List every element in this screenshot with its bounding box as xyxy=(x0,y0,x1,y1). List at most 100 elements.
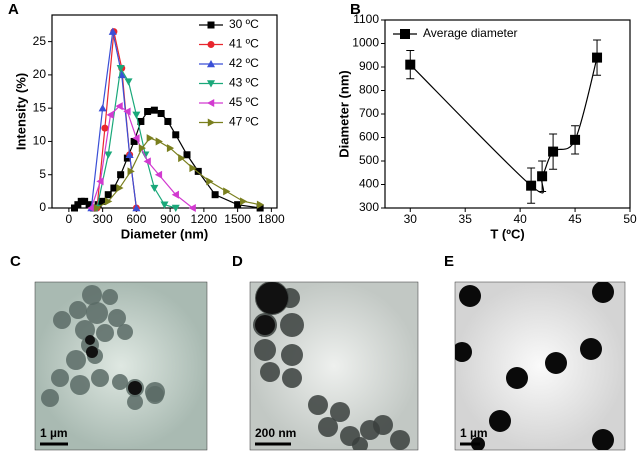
particle xyxy=(318,417,338,437)
panel-label: B xyxy=(350,1,361,18)
marker xyxy=(211,191,219,199)
particle xyxy=(102,289,118,305)
marker xyxy=(166,144,175,153)
y-tick-label: 0 xyxy=(39,200,46,214)
y-tick-label: 500 xyxy=(359,153,379,167)
marker xyxy=(171,190,179,199)
particle xyxy=(489,410,511,432)
marker xyxy=(108,27,117,35)
particle-core xyxy=(256,282,288,314)
y-tick-label: 15 xyxy=(33,100,47,114)
particle xyxy=(69,301,87,319)
legend-label: Average diameter xyxy=(423,26,518,40)
marker xyxy=(164,117,172,125)
micrograph xyxy=(34,281,208,451)
marker xyxy=(96,177,104,186)
particle xyxy=(51,369,69,387)
marker xyxy=(124,78,133,86)
x-tick-label: 45 xyxy=(568,212,582,226)
marker xyxy=(150,184,159,193)
particle xyxy=(373,415,393,435)
panel-label: D xyxy=(232,253,243,270)
marker xyxy=(206,80,216,88)
panel-label: E xyxy=(444,253,454,270)
marker xyxy=(123,154,131,162)
marker xyxy=(127,167,135,176)
marker xyxy=(405,59,416,70)
particle xyxy=(545,352,567,374)
y-tick-label: 900 xyxy=(359,59,379,73)
marker xyxy=(117,171,125,179)
series-line xyxy=(90,105,193,209)
marker xyxy=(155,137,163,146)
marker xyxy=(207,21,215,29)
marker xyxy=(194,167,202,175)
particle xyxy=(592,429,614,450)
marker xyxy=(207,118,216,127)
particle xyxy=(108,309,126,327)
marker xyxy=(123,107,131,116)
image-bg xyxy=(34,281,208,451)
marker xyxy=(206,59,216,68)
marker xyxy=(160,201,169,209)
particle xyxy=(455,342,472,362)
particle xyxy=(308,395,328,415)
particle xyxy=(53,311,71,329)
particle xyxy=(506,367,528,389)
marker xyxy=(98,104,107,112)
marker xyxy=(157,109,165,117)
marker xyxy=(132,134,140,143)
image-bg xyxy=(454,281,626,451)
marker xyxy=(138,144,147,153)
y-tick-label: 700 xyxy=(359,106,379,120)
marker xyxy=(400,29,410,39)
particle-core xyxy=(255,315,275,335)
particle xyxy=(70,375,90,395)
particle xyxy=(254,339,276,361)
marker xyxy=(105,197,113,206)
scale-bar-label: 1 µm xyxy=(40,426,68,440)
marker xyxy=(223,187,231,196)
x-tick-label: 1500 xyxy=(224,212,251,226)
particle xyxy=(127,394,143,410)
marker xyxy=(132,111,141,119)
particle xyxy=(580,338,602,360)
marker xyxy=(106,110,114,119)
marker xyxy=(256,204,264,212)
particle xyxy=(260,362,280,382)
y-tick-label: 800 xyxy=(359,83,379,97)
x-tick-label: 0 xyxy=(66,212,73,226)
marker xyxy=(240,197,248,206)
marker xyxy=(188,203,196,213)
legend-label: 30 ºC xyxy=(229,17,259,31)
marker xyxy=(154,170,163,179)
marker xyxy=(150,106,158,114)
series-line xyxy=(90,31,137,209)
particle xyxy=(86,302,108,324)
particles xyxy=(455,282,614,450)
scale-bar-label: 200 nm xyxy=(255,426,296,440)
y-tick-label: 25 xyxy=(33,34,47,48)
marker xyxy=(189,164,197,173)
particle-core xyxy=(128,381,142,395)
marker xyxy=(137,117,145,125)
y-tick-label: 10 xyxy=(33,134,47,148)
marker xyxy=(125,150,134,158)
y-tick-label: 300 xyxy=(359,200,379,214)
marker xyxy=(116,184,124,193)
plot-frame xyxy=(384,19,631,209)
y-axis-label: Diameter (nm) xyxy=(336,70,351,157)
particle xyxy=(282,368,302,388)
x-axis-label: T (ºC) xyxy=(490,226,524,241)
particles xyxy=(41,285,165,410)
particle xyxy=(352,437,368,450)
marker xyxy=(256,200,265,209)
marker xyxy=(144,108,152,115)
particle xyxy=(592,282,614,303)
marker xyxy=(171,204,180,213)
marker xyxy=(130,137,138,145)
particle xyxy=(280,313,304,337)
marker xyxy=(548,146,559,157)
particle xyxy=(390,430,410,450)
